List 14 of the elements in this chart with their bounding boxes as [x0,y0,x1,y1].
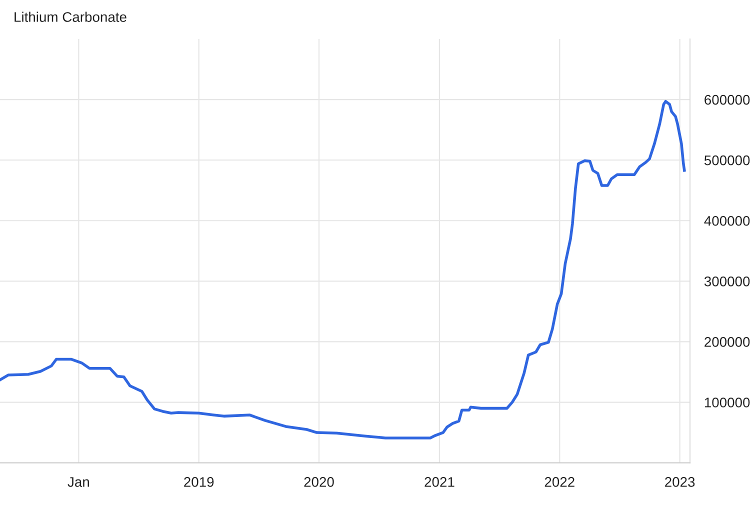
line-series [0,100,686,440]
x-tick-label: 2022 [544,477,574,487]
x-tick-label: 2020 [304,477,334,487]
y-tick-label: 600000 [704,94,750,105]
y-tick-label: 200000 [704,337,750,347]
chart-title: Lithium Carbonate [14,12,126,22]
y-tick-label: 400000 [704,216,750,226]
x-tick-label: 2019 [184,477,214,487]
x-tick-label: 2023 [665,477,695,487]
y-tick-label: 100000 [704,398,750,408]
x-tick-label: 2021 [424,477,454,487]
y-tick-label: 300000 [704,276,750,286]
y-tick-label: 500000 [704,155,750,166]
x-tick-label: Jan [68,477,89,487]
